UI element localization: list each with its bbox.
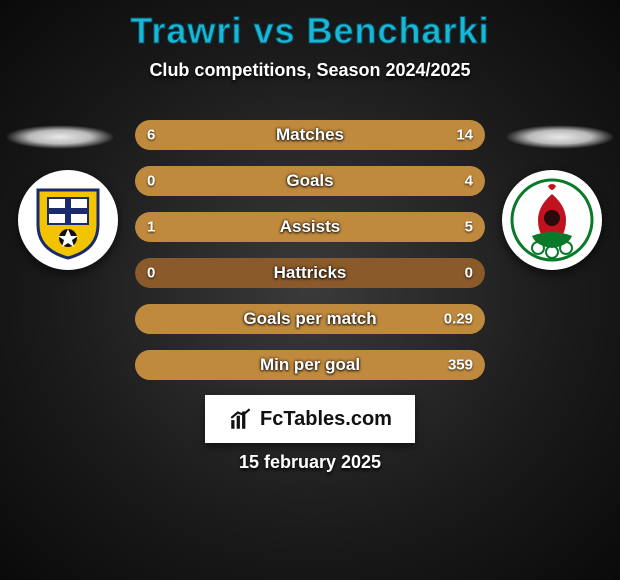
stat-row: Min per goal 359 <box>135 350 485 380</box>
stat-value-right: 0 <box>465 265 473 282</box>
stat-row: Goals 0 4 <box>135 166 485 196</box>
stat-fill-left <box>135 212 195 242</box>
stat-value-right: 14 <box>456 127 473 144</box>
stat-row: Goals per match 0.29 <box>135 304 485 334</box>
chart-icon <box>228 406 254 432</box>
stat-label: Goals per match <box>243 309 376 329</box>
stat-row: Assists 1 5 <box>135 212 485 242</box>
subtitle: Club competitions, Season 2024/2025 <box>0 60 620 81</box>
stats-container: Matches614Goals04Assists15Hattricks00Goa… <box>135 120 485 380</box>
stat-value-right: 5 <box>465 219 473 236</box>
stat-label: Goals <box>286 171 333 191</box>
stat-value-left: 0 <box>147 173 155 190</box>
club-left-shield-icon <box>28 180 108 260</box>
player-right-silhouette <box>505 125 615 149</box>
stat-label: Assists <box>280 217 340 237</box>
stat-value-left: 0 <box>147 265 155 282</box>
stat-value-right: 359 <box>448 357 473 374</box>
club-right-badge <box>502 170 602 270</box>
stat-value-left: 6 <box>147 127 155 144</box>
page-title: Trawri vs Bencharki <box>0 10 620 52</box>
stat-label: Matches <box>276 125 344 145</box>
branding-text: FcTables.com <box>260 408 392 431</box>
player-left-silhouette <box>5 125 115 149</box>
stat-row: Hattricks 0 0 <box>135 258 485 288</box>
player-left-name: Trawri <box>130 10 242 51</box>
club-left-badge <box>18 170 118 270</box>
stat-value-right: 4 <box>465 173 473 190</box>
stat-label: Min per goal <box>260 355 360 375</box>
club-right-emblem-icon <box>508 176 596 264</box>
stat-value-left: 1 <box>147 219 155 236</box>
stat-label: Hattricks <box>274 263 347 283</box>
player-right-name: Bencharki <box>307 10 490 51</box>
stat-value-right: 0.29 <box>444 311 473 328</box>
date-label: 15 february 2025 <box>0 452 620 473</box>
branding-badge: FcTables.com <box>205 395 415 443</box>
stat-row: Matches 6 14 <box>135 120 485 150</box>
vs-separator: vs <box>253 10 295 51</box>
